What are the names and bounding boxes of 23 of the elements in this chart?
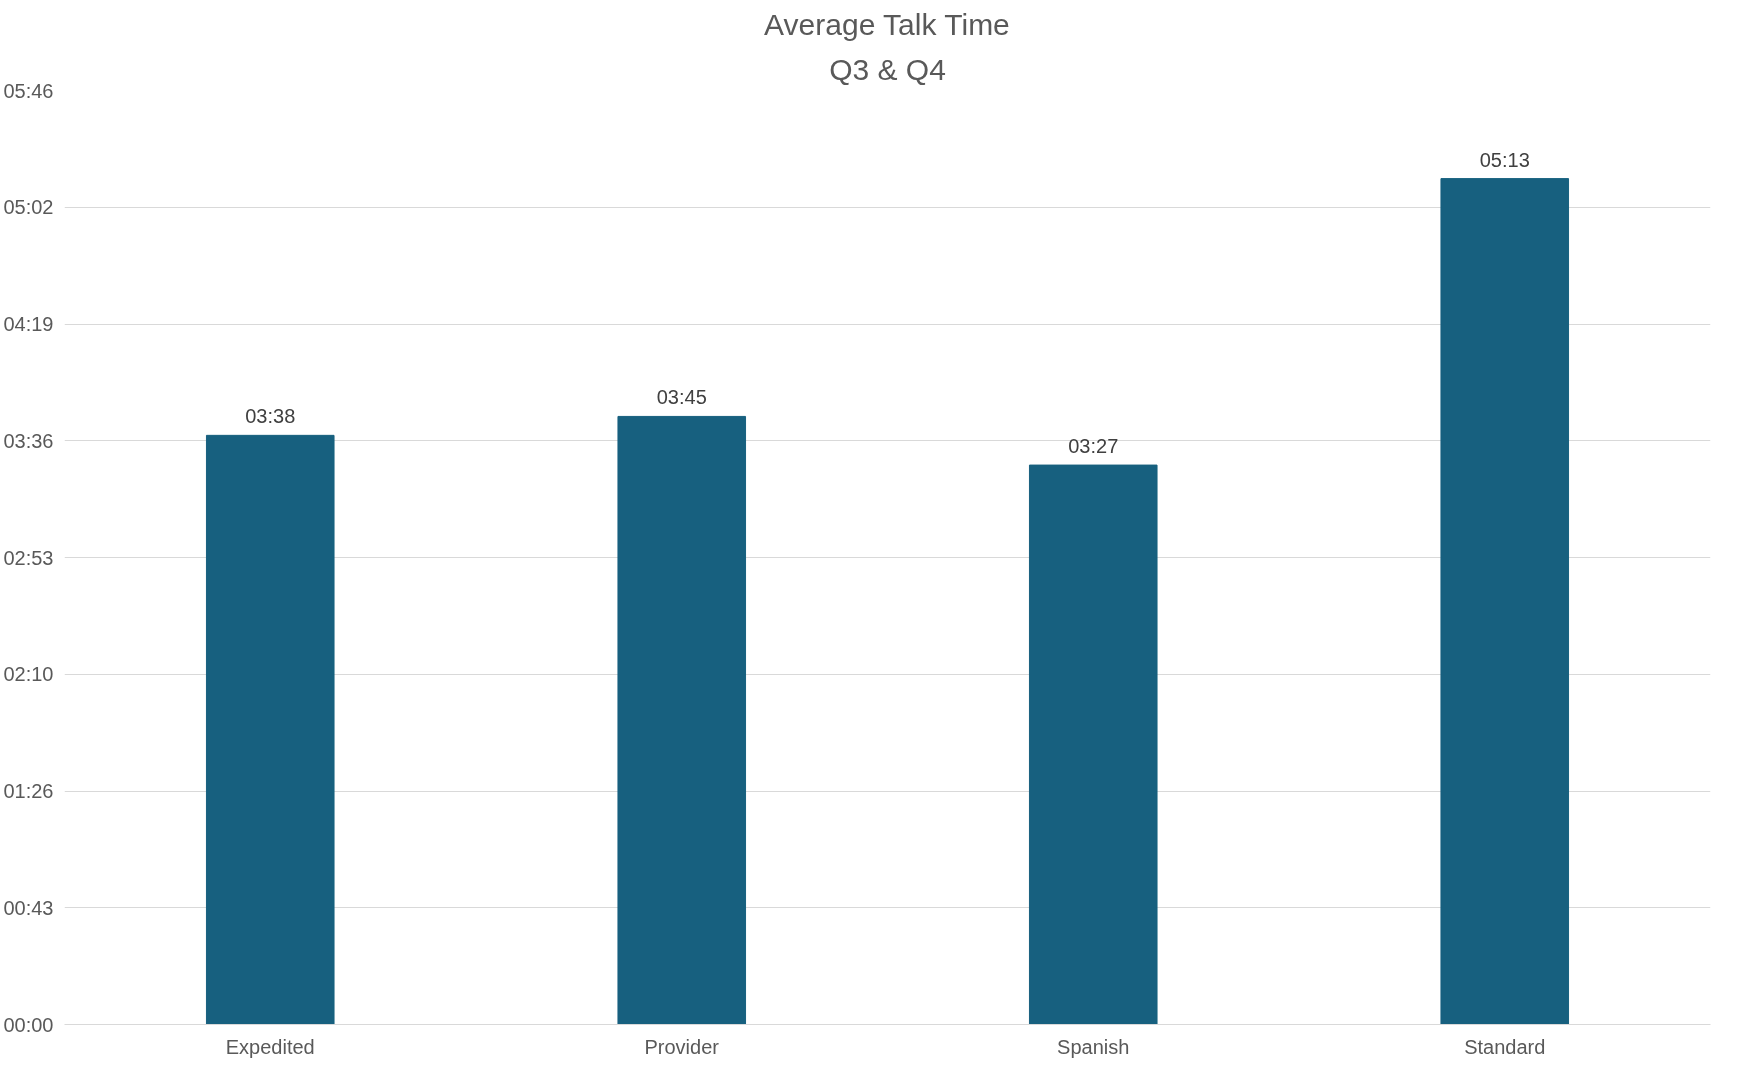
y-tick-label: 01:26 — [3, 780, 54, 802]
data-label: 03:38 — [245, 405, 296, 428]
bar — [617, 415, 747, 1025]
y-tick-label: 04:19 — [3, 313, 54, 335]
y-tick-label: 02:10 — [3, 663, 54, 686]
bar — [205, 434, 335, 1025]
bar — [1440, 178, 1570, 1025]
x-tick-label: Provider — [644, 1035, 720, 1058]
y-tick-label: 00:43 — [3, 896, 54, 919]
x-tick-label: Standard — [1464, 1035, 1546, 1058]
data-label: 03:27 — [1068, 435, 1119, 458]
y-tick-label: 02:53 — [3, 546, 54, 569]
data-label: 03:45 — [656, 386, 707, 409]
chart-title: Average Talk Time — [764, 7, 1010, 41]
data-label: 05:13 — [1479, 148, 1530, 171]
x-tick-label: Spanish — [1057, 1035, 1130, 1058]
y-tick-label: 05:02 — [3, 196, 54, 219]
y-tick-label: 00:00 — [3, 1013, 54, 1036]
y-tick-label: 05:46 — [3, 79, 54, 102]
x-tick-label: Expedited — [225, 1035, 315, 1058]
chart-subtitle: Q3 & Q4 — [829, 52, 946, 86]
bar — [1028, 464, 1158, 1025]
y-tick-label: 03:36 — [3, 429, 54, 452]
